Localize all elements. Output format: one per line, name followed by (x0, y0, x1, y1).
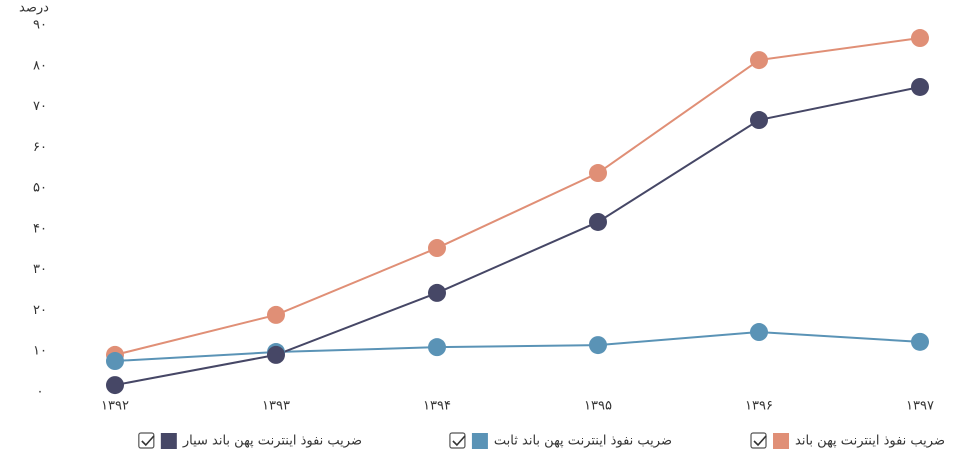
x-tick-label: ۱۳۹۶ (745, 399, 773, 414)
legend-swatch (160, 433, 177, 449)
legend-swatch (471, 433, 488, 449)
y-tick-label: ۲۰ (33, 303, 47, 318)
y-tick-label: ۸۰ (33, 58, 47, 73)
data-point (267, 305, 285, 324)
x-tick-label: ۱۳۹۷ (906, 399, 934, 414)
data-point (750, 111, 768, 130)
data-point (911, 77, 929, 96)
legend-label: ضریب نفوذ اینترنت پهن باند ثابت (494, 434, 672, 449)
y-tick-label: ۰ (37, 385, 44, 400)
data-point (428, 239, 446, 258)
y-tick-label: ۳۰ (33, 262, 47, 277)
series-line (114, 86, 921, 387)
legend-check (452, 435, 466, 447)
data-point (428, 283, 446, 302)
y-tick-label: ۵۰ (33, 181, 47, 196)
data-point (589, 336, 607, 355)
legend-item[interactable]: ضریب نفوذ اینترنت پهن باند ثابت (449, 432, 672, 449)
x-tick-label: ۱۳۹۳ (262, 399, 290, 414)
data-point (106, 352, 124, 371)
legend-check (141, 435, 155, 447)
legend-item[interactable]: ضریب نفوذ اینترنت پهن باند سیار (138, 432, 362, 449)
y-tick-label: ۹۰ (33, 18, 47, 33)
y-axis-label: درصد (19, 1, 49, 16)
x-tick-label: ۱۳۹۲ (101, 399, 129, 414)
y-tick-label: ۷۰ (33, 99, 47, 114)
data-point (589, 164, 607, 183)
data-point (267, 345, 285, 364)
series-line (114, 37, 921, 356)
data-point (750, 51, 768, 70)
x-tick-label: ۱۳۹۵ (584, 399, 612, 414)
legend-item[interactable]: ضریب نفوذ اینترنت پهن باند (750, 432, 945, 449)
y-tick-label: ۶۰ (33, 140, 47, 155)
data-point (428, 338, 446, 357)
legend-checkbox[interactable] (449, 432, 466, 449)
x-tick-label: ۱۳۹۴ (423, 399, 451, 414)
legend-checkbox[interactable] (138, 432, 155, 449)
legend-check (753, 435, 767, 447)
y-tick-label: ۴۰ (33, 221, 47, 236)
data-point (911, 332, 929, 351)
data-point (106, 376, 124, 395)
legend-checkbox[interactable] (750, 432, 767, 449)
legend-label: ضریب نفوذ اینترنت پهن باند سیار (182, 434, 362, 449)
legend-label: ضریب نفوذ اینترنت پهن باند (795, 434, 945, 449)
y-tick-label: ۱۰ (33, 344, 47, 359)
data-point (911, 29, 929, 48)
legend-swatch (773, 433, 790, 449)
data-point (589, 212, 607, 231)
series-line (114, 331, 921, 363)
data-point (750, 323, 768, 342)
